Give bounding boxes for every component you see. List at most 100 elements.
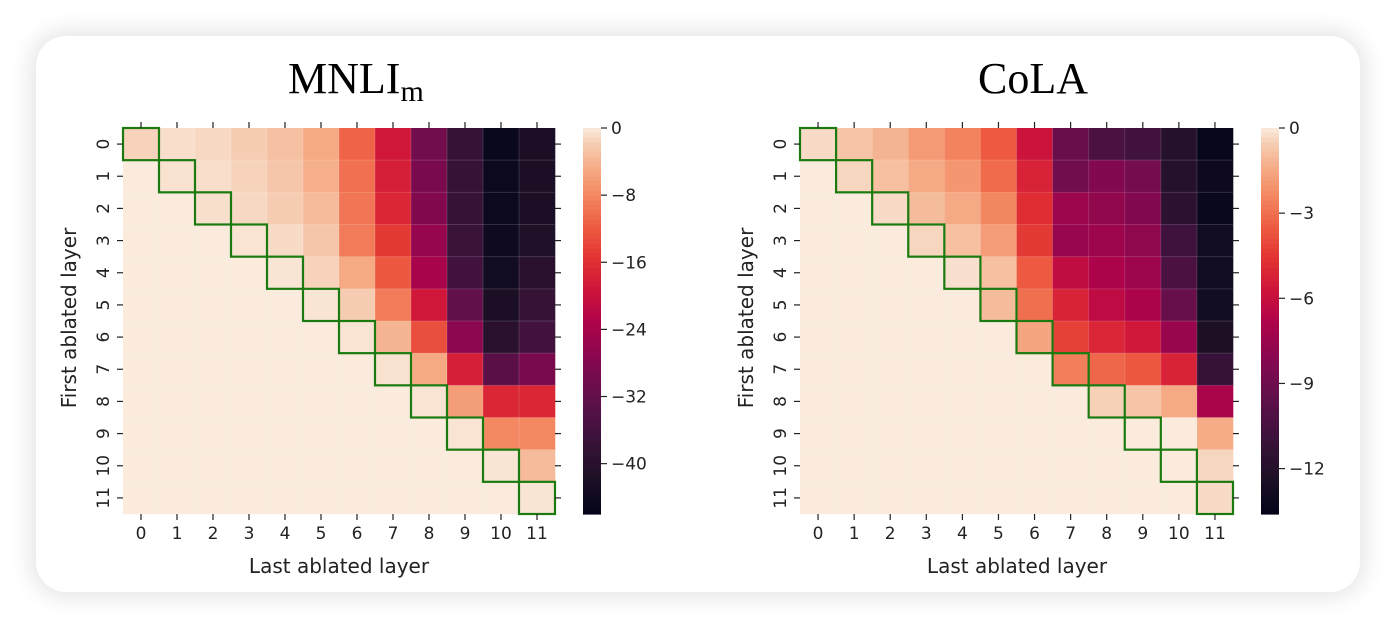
colorbar-segment	[583, 176, 601, 182]
heatmap-cell-r1-c4	[267, 160, 304, 193]
heatmap-cell-r4-c4	[267, 256, 304, 290]
heatmap-cell-r3-c2	[195, 224, 232, 257]
heatmap-cell-r3-c4	[944, 224, 981, 257]
colorbar-segment	[583, 296, 601, 303]
heatmap-cell-r4-c5	[303, 256, 340, 290]
colorbar-segment	[1261, 499, 1279, 505]
colorbar-segment	[1261, 205, 1279, 211]
colorbar-segment	[583, 485, 601, 491]
x-tick-label: 0	[813, 524, 824, 544]
heatmap-cell-r10-c1	[159, 449, 196, 483]
heatmap-cell-r7-c1	[159, 353, 196, 386]
heatmap-cell-r10-c11	[1196, 449, 1234, 483]
colorbar-segment	[583, 248, 601, 255]
heatmap-cell-r0-c6	[1016, 128, 1053, 161]
colorbar-segment	[1261, 306, 1279, 312]
colorbar-segment	[583, 272, 601, 279]
colorbar-segment	[1261, 354, 1279, 361]
x-tick-label: 3	[921, 524, 932, 544]
heatmap-cell-r11-c7	[1052, 481, 1089, 515]
heatmap-cell-r7-c10	[1160, 353, 1198, 386]
colorbar-segment	[1261, 509, 1279, 515]
heatmap-cell-r0-c0	[123, 128, 160, 161]
colorbar-segment	[1261, 412, 1279, 419]
heatmap-cell-r0-c0	[800, 128, 837, 161]
colorbar-segment	[1261, 475, 1279, 481]
heatmap-cell-r4-c2	[195, 256, 232, 290]
heatmap-cell-r7-c4	[267, 353, 304, 386]
colorbar-segment	[583, 190, 601, 197]
colorbar-segment	[1261, 229, 1279, 235]
heatmap-cell-r11-c9	[1124, 481, 1162, 515]
heatmap-cell-r7-c8	[1088, 353, 1126, 386]
heatmap-cell-r7-c11	[1196, 353, 1234, 386]
heatmap-cell-r3-c5	[303, 224, 340, 257]
heatmap-cell-r6-c10	[1160, 321, 1198, 354]
heatmap-cell-r7-c7	[375, 353, 412, 386]
heatmap-cell-r10-c0	[123, 449, 160, 483]
x-tick-label: 8	[424, 524, 435, 544]
heatmap-cell-r6-c3	[908, 321, 945, 354]
heatmap-cell-r8-c0	[123, 385, 160, 418]
colorbar-segment	[583, 383, 601, 390]
heatmap-cell-r0-c11	[519, 128, 556, 161]
colorbar-segment	[583, 128, 601, 134]
diagonal-highlight-box-9	[1123, 416, 1162, 451]
heatmap-cell-r0-c9	[1124, 128, 1162, 161]
heatmap-cell-r10-c9	[1124, 449, 1162, 483]
colorbar-segment	[1261, 171, 1279, 177]
colorbar-segment	[1261, 311, 1279, 317]
heatmap-cell-r5-c3	[908, 288, 945, 322]
colorbar-segment	[1261, 465, 1279, 472]
diagonal-highlight-box-3	[229, 223, 269, 258]
y-tick-label: 5	[94, 300, 114, 311]
heatmap-cell-r10-c1	[836, 449, 873, 483]
heatmap-cell-r3-c6	[339, 224, 376, 257]
x-axis-ticks: 0 1 2 3 4 5 6 7 8 9 10 11	[136, 122, 548, 544]
heatmap-cell-r2-c5	[303, 192, 340, 225]
colorbar-segment	[1261, 489, 1279, 496]
y-axis-label: First ablated layer	[734, 227, 758, 408]
heatmap-cell-r5-c9	[1124, 288, 1162, 322]
diagonal-highlight-box-10	[481, 448, 521, 483]
heatmap-cell-r0-c10	[483, 128, 520, 161]
diagonal-highlight-box-4	[943, 255, 982, 290]
heatmap-cell-r6-c9	[447, 321, 484, 354]
heatmap-cell-r9-c11	[1196, 417, 1234, 450]
colorbar-segment	[1261, 248, 1279, 255]
heatmap-cell-r10-c4	[267, 449, 304, 483]
colorbar-segment	[583, 316, 601, 322]
y-tick-label: 4	[771, 267, 791, 278]
colorbar-segment	[1261, 132, 1279, 139]
colorbar-segment	[1261, 393, 1279, 399]
colorbar-segment	[583, 137, 601, 144]
colorbar-segment	[583, 205, 601, 211]
colorbar-segment	[1261, 200, 1279, 206]
heatmap-cell-r2-c3	[231, 192, 268, 225]
colorbar-segment	[583, 349, 601, 356]
heatmap-cell-r3-c11	[1196, 224, 1234, 257]
heatmap-cell-r8-c8	[1088, 385, 1126, 418]
heatmap-cell-r4-c10	[1160, 256, 1198, 290]
heatmap-cell-r9-c1	[836, 417, 873, 450]
colorbar-tick-label: −40	[611, 455, 647, 475]
x-tick-label: 6	[1029, 524, 1040, 544]
heatmap-cell-r9-c7	[1052, 417, 1089, 450]
colorbar-segment	[583, 446, 601, 452]
heatmap-cell-r10-c7	[1052, 449, 1089, 483]
y-tick-label: 11	[94, 487, 114, 509]
heatmap-cell-r10-c10	[1160, 449, 1198, 483]
colorbar-tick-label: −16	[611, 253, 647, 273]
heatmap-cell-r5-c7	[375, 288, 412, 322]
heatmap-cell-r0-c5	[980, 128, 1017, 161]
colorbar-segment	[583, 509, 601, 515]
heatmap-cell-r3-c1	[159, 224, 196, 257]
colorbar-segment	[583, 412, 601, 419]
heatmap-cell-r5-c8	[411, 288, 448, 322]
colorbar-segment	[1261, 446, 1279, 452]
heatmap-cell-r6-c2	[195, 321, 232, 354]
x-axis-ticks: 0 1 2 3 4 5 6 7 8 9 10 11	[813, 122, 1226, 544]
heatmap-cell-r9-c10	[1160, 417, 1198, 450]
heatmap-cell-r4-c9	[447, 256, 484, 290]
heatmap-cell-r7-c9	[447, 353, 484, 386]
